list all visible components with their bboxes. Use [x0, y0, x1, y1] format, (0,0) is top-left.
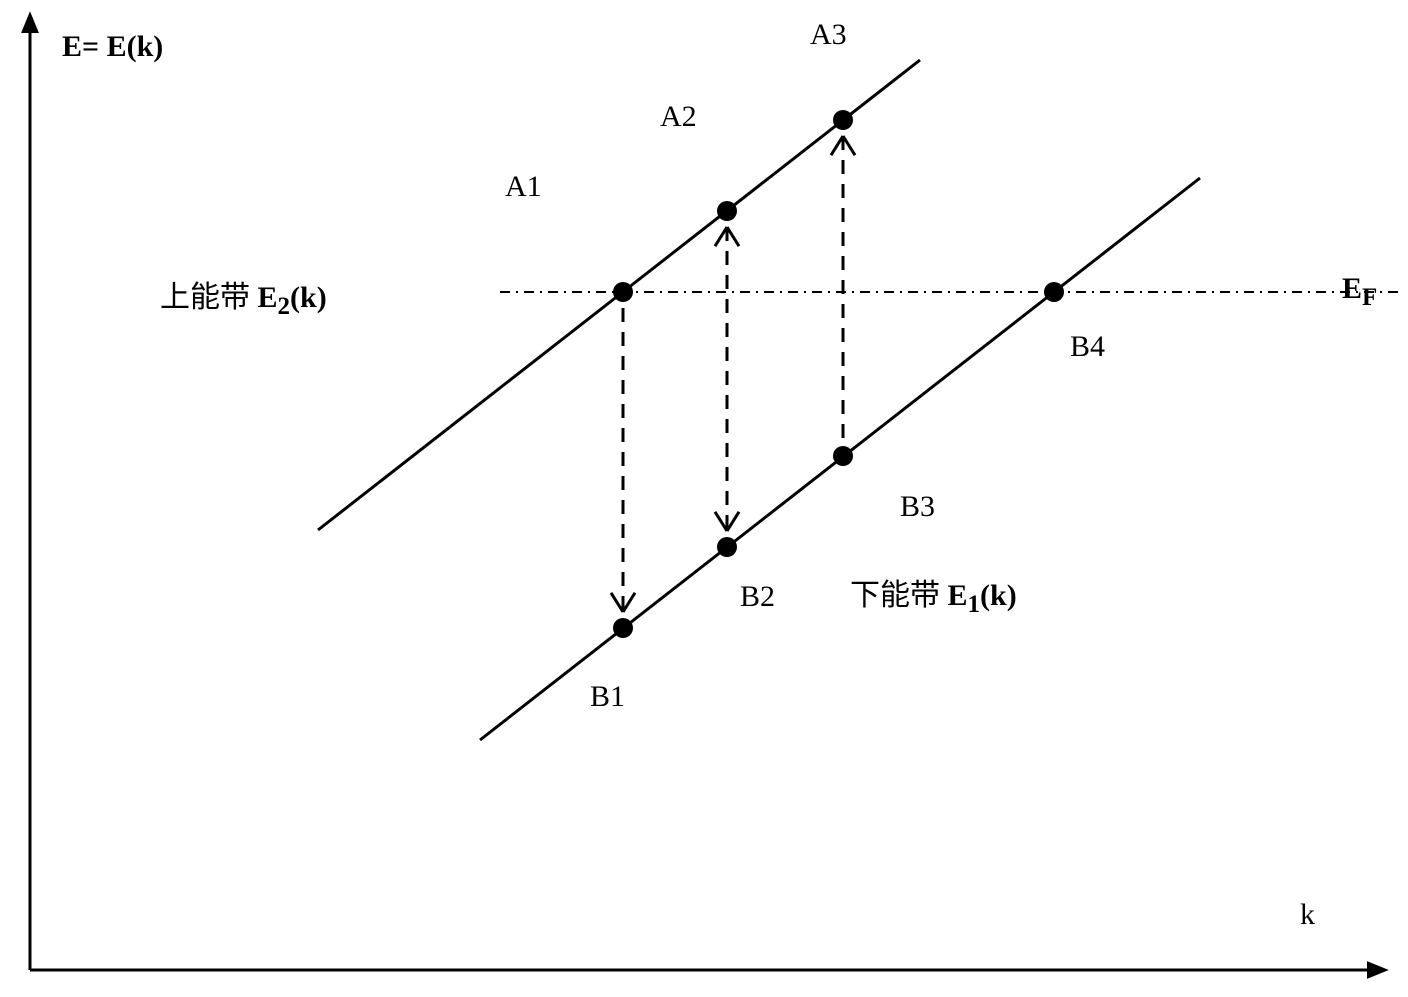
label-A2: A2 — [660, 100, 697, 134]
point-A2 — [717, 201, 737, 221]
label-A3: A3 — [810, 18, 847, 52]
label-lower_band: 下能带 E1(k) — [850, 570, 1017, 619]
label-B1: B1 — [590, 680, 625, 714]
point-B1 — [613, 618, 633, 638]
label-A1: A1 — [505, 170, 542, 204]
label-upper_band: 上能带 E2(k) — [160, 272, 327, 321]
label-EF: EF — [1342, 272, 1377, 312]
label-xlabel: k — [1300, 898, 1315, 932]
point-A1 — [613, 282, 633, 302]
label-ylabel: E= E(k) — [62, 30, 163, 64]
energy-band-diagram — [0, 0, 1408, 997]
point-B4 — [1044, 282, 1064, 302]
label-B4: B4 — [1070, 330, 1105, 364]
point-A3 — [833, 110, 853, 130]
point-B2 — [717, 537, 737, 557]
point-B3 — [833, 446, 853, 466]
label-B3: B3 — [900, 490, 935, 524]
label-B2: B2 — [740, 580, 775, 614]
